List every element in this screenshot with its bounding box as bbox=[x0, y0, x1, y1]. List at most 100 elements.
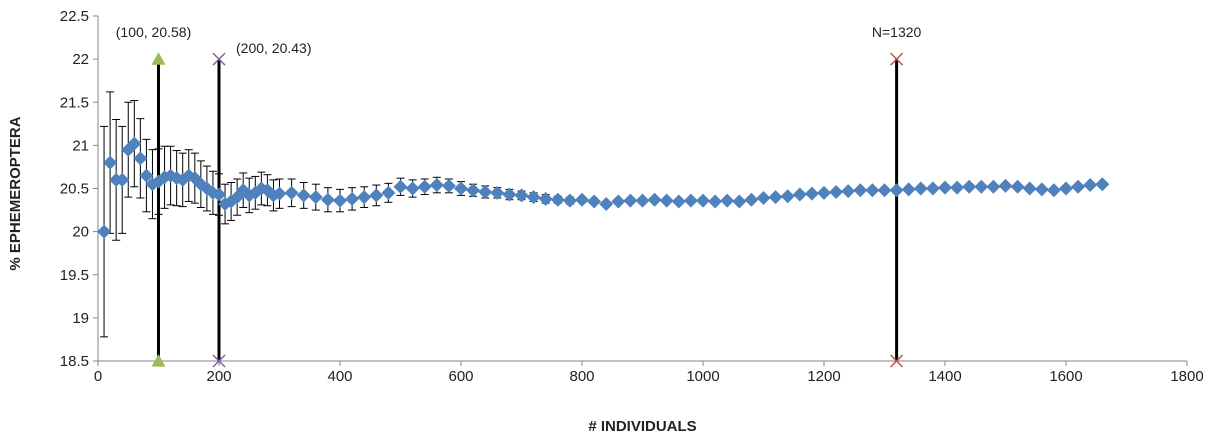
data-point bbox=[623, 193, 638, 208]
data-point bbox=[320, 192, 335, 207]
data-point bbox=[333, 193, 347, 208]
y-tick-label: 20.5 bbox=[60, 181, 89, 198]
data-point bbox=[853, 183, 868, 198]
y-tick-label: 21 bbox=[72, 137, 89, 154]
data-point bbox=[575, 192, 589, 207]
data-point bbox=[284, 185, 299, 200]
x-tick-label: 0 bbox=[94, 368, 102, 385]
data-point bbox=[671, 194, 686, 209]
data-point bbox=[647, 192, 662, 207]
x-tick-label: 1800 bbox=[1170, 368, 1203, 385]
data-point bbox=[611, 194, 626, 209]
data-point bbox=[901, 182, 916, 197]
data-point bbox=[683, 193, 698, 208]
x-tick-label: 200 bbox=[206, 368, 231, 385]
y-tick-label: 18.5 bbox=[60, 353, 89, 370]
x-tick-label: 1000 bbox=[686, 368, 719, 385]
data-point bbox=[369, 188, 384, 203]
data-point bbox=[429, 178, 444, 193]
vertical-markers bbox=[151, 52, 904, 368]
marker-label: (100, 20.58) bbox=[116, 24, 192, 40]
data-point bbox=[115, 172, 130, 187]
data-point bbox=[490, 185, 505, 200]
x-tick-label: 1200 bbox=[807, 368, 840, 385]
error-bars bbox=[100, 91, 732, 338]
data-point bbox=[1071, 179, 1086, 194]
marker-end-bottom bbox=[151, 354, 166, 367]
data-point bbox=[562, 193, 577, 208]
x-tick-label: 600 bbox=[448, 368, 473, 385]
data-point bbox=[829, 184, 844, 199]
data-point bbox=[877, 183, 892, 198]
x-tick-label: 800 bbox=[569, 368, 594, 385]
data-point bbox=[732, 194, 747, 209]
marker-x-stroke bbox=[890, 52, 904, 66]
data-point bbox=[381, 185, 396, 200]
data-point bbox=[308, 190, 323, 205]
marker-x-stroke bbox=[212, 52, 226, 66]
marker-end-bottom bbox=[212, 354, 226, 368]
data-point bbox=[139, 168, 154, 183]
y-tick-label: 19.5 bbox=[60, 267, 89, 284]
x-tick-label: 1400 bbox=[928, 368, 961, 385]
marker-end-top bbox=[890, 52, 904, 66]
marker-x-stroke bbox=[212, 354, 226, 368]
data-point bbox=[938, 180, 952, 195]
data-point bbox=[744, 192, 759, 207]
data-point bbox=[587, 194, 602, 209]
data-point bbox=[212, 187, 226, 202]
data-point bbox=[865, 183, 880, 198]
data-point bbox=[466, 183, 481, 198]
data-point bbox=[780, 189, 795, 204]
data-point bbox=[1095, 177, 1110, 192]
marker-end-top bbox=[212, 52, 226, 66]
data-point bbox=[357, 190, 372, 205]
marker-x-stroke bbox=[890, 354, 904, 368]
data-point bbox=[962, 179, 977, 194]
data-point bbox=[526, 190, 541, 205]
data-point bbox=[441, 178, 456, 193]
data-point bbox=[417, 179, 432, 194]
data-point bbox=[393, 179, 408, 194]
y-tick-label: 19 bbox=[72, 310, 89, 327]
x-axis-title: # INDIVIDUALS bbox=[588, 418, 696, 435]
data-point bbox=[103, 155, 118, 170]
data-point bbox=[768, 190, 783, 205]
data-point bbox=[720, 193, 735, 208]
data-point bbox=[950, 180, 965, 195]
data-point bbox=[133, 151, 148, 166]
data-point bbox=[998, 178, 1013, 193]
data-point bbox=[889, 183, 904, 198]
data-point bbox=[841, 184, 856, 199]
data-point bbox=[296, 188, 311, 203]
data-point bbox=[1034, 182, 1049, 197]
data-point bbox=[659, 193, 674, 208]
data-point bbox=[127, 136, 142, 151]
data-point bbox=[635, 193, 650, 208]
data-point bbox=[756, 190, 771, 205]
annotations: (100, 20.58) (200, 20.43) N=1320 bbox=[116, 24, 922, 56]
y-tick-label: 20 bbox=[72, 224, 89, 241]
data-point bbox=[599, 197, 614, 212]
y-tick-label: 21.5 bbox=[60, 94, 89, 111]
marker-label: N=1320 bbox=[872, 24, 922, 40]
x-tick-label: 400 bbox=[327, 368, 352, 385]
y-tick-label: 22 bbox=[72, 51, 89, 68]
data-point bbox=[708, 194, 723, 209]
data-point bbox=[454, 181, 468, 196]
y-axis-title: % EPHEMEROPTERA bbox=[7, 116, 24, 270]
data-point bbox=[405, 181, 420, 196]
marker-end-bottom bbox=[890, 354, 904, 368]
data-point bbox=[913, 181, 928, 196]
data-point bbox=[817, 185, 831, 200]
data-point bbox=[272, 186, 287, 201]
data-point bbox=[1083, 178, 1098, 193]
axes: 0 200 400 600 800 1000 1200 1400 1600 1800 18.5 19 1… bbox=[60, 8, 1204, 385]
marker-label: (200, 20.43) bbox=[236, 40, 312, 56]
data-points bbox=[97, 136, 1110, 239]
data-point bbox=[696, 193, 710, 208]
data-point bbox=[986, 179, 1001, 194]
data-point bbox=[502, 187, 517, 202]
